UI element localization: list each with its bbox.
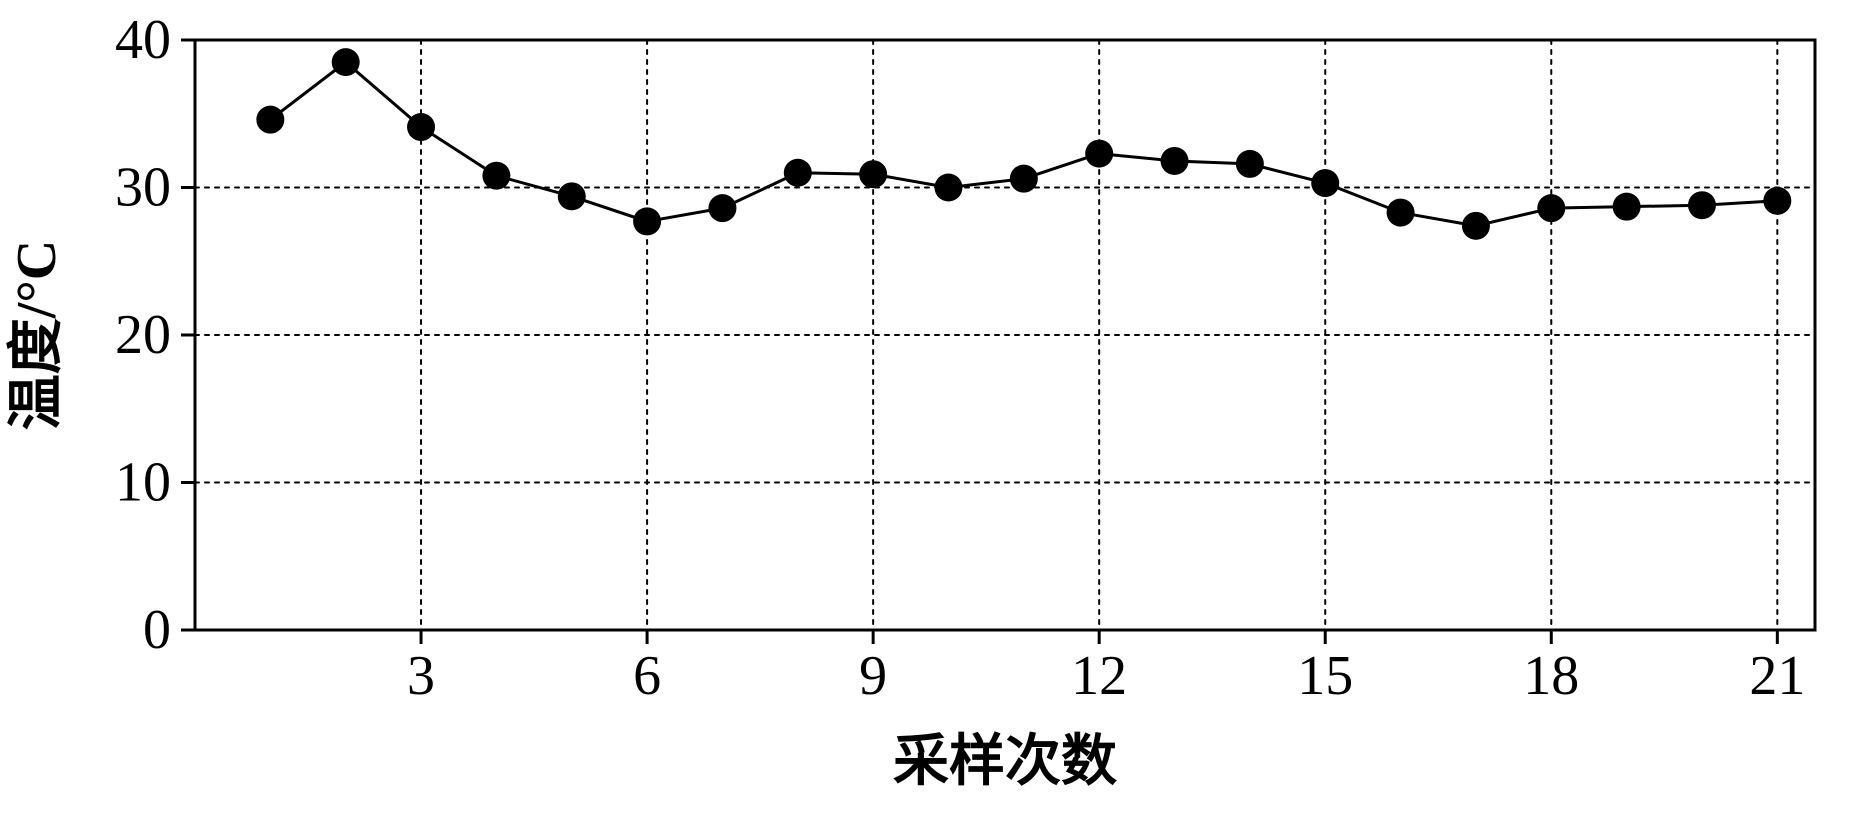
y-tick-label: 30 bbox=[115, 157, 171, 219]
x-axis-label: 采样次数 bbox=[893, 731, 1117, 793]
y-tick-label: 20 bbox=[115, 304, 171, 366]
x-tick-label: 15 bbox=[1297, 645, 1353, 707]
line-chart: 0 10 20 30 40 3 6 9 12 15 18 21 采样次数 温度/°C bbox=[0, 0, 1854, 814]
y-axis-label: 温度/°C bbox=[6, 240, 68, 430]
x-tick-label: 18 bbox=[1523, 645, 1579, 707]
y-tick-label: 40 bbox=[115, 9, 171, 71]
y-tick-label: 0 bbox=[143, 599, 171, 661]
x-tick-label: 21 bbox=[1749, 645, 1805, 707]
x-tick-label: 3 bbox=[407, 645, 435, 707]
y-tick-label: 10 bbox=[115, 452, 171, 514]
x-tick-label: 9 bbox=[859, 645, 887, 707]
x-tick-label: 12 bbox=[1071, 645, 1127, 707]
x-tick-label: 6 bbox=[633, 645, 661, 707]
chart-svg: 0 10 20 30 40 3 6 9 12 15 18 21 采样次数 温度/°C bbox=[0, 0, 1854, 814]
